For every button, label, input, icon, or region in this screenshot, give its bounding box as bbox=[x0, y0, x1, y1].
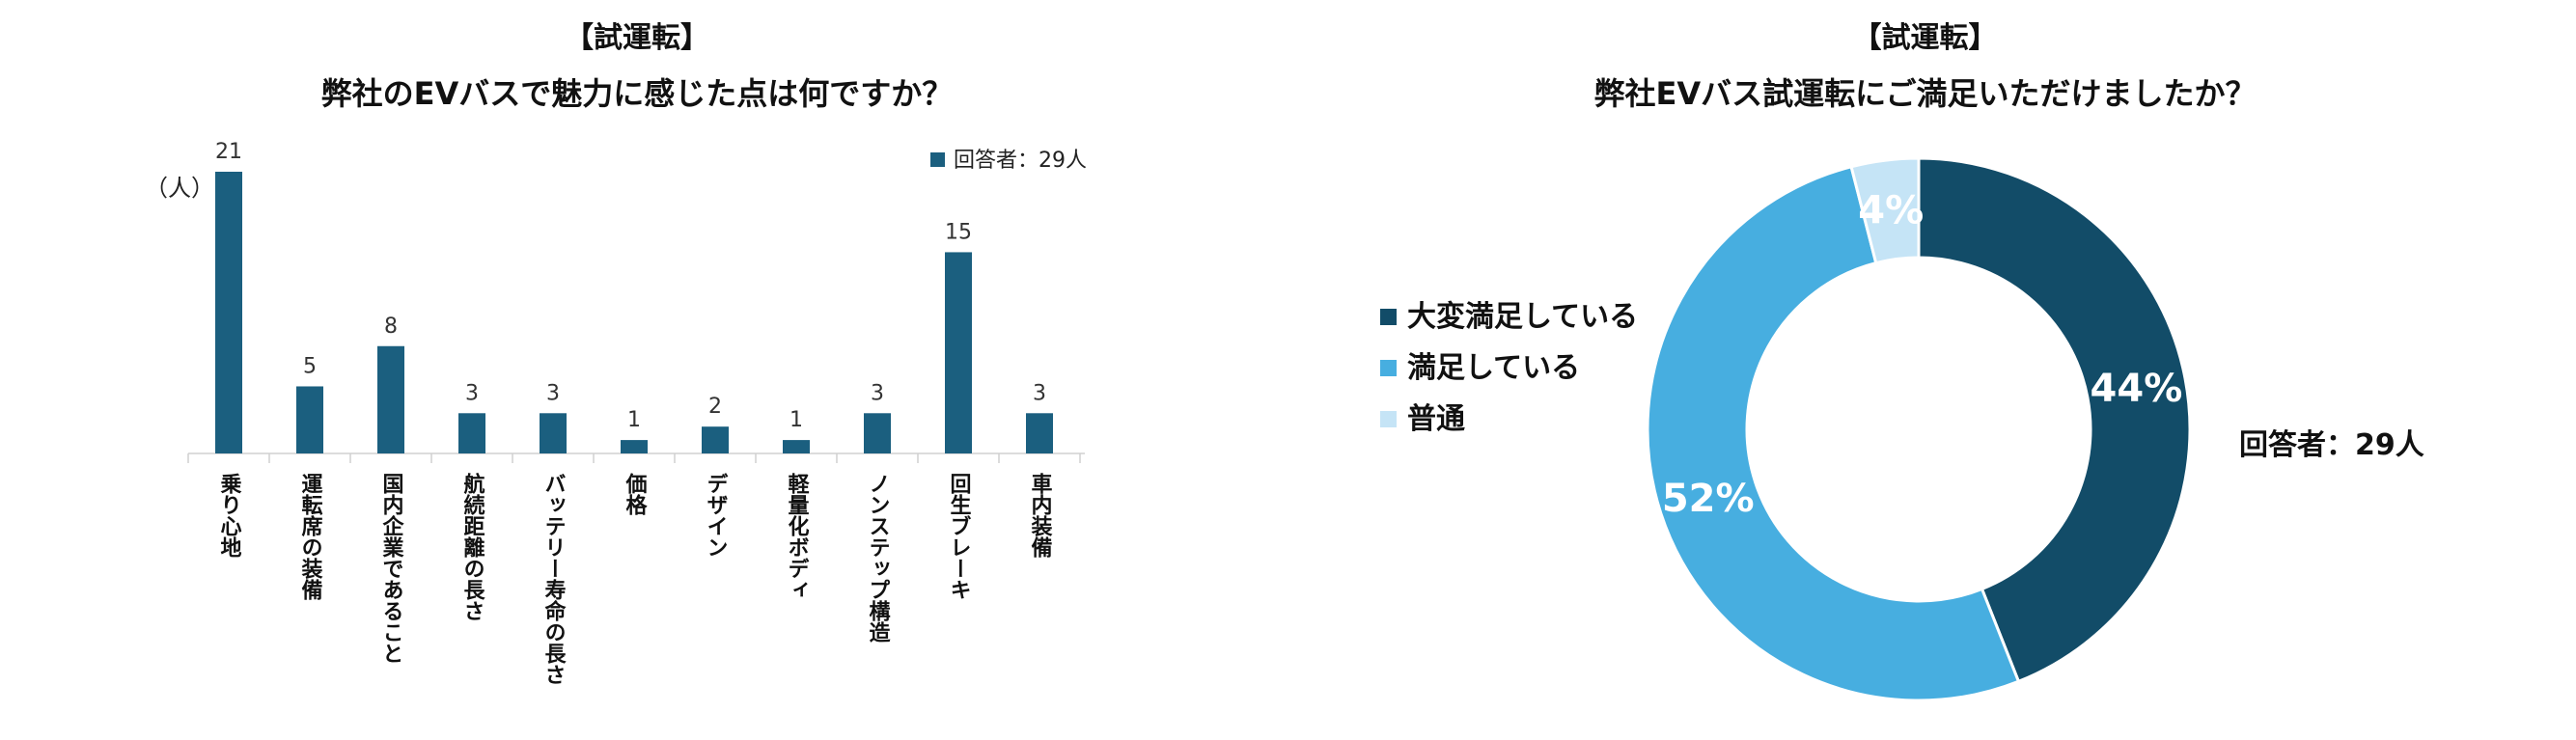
category-label: バッテリー寿命の長さ bbox=[541, 473, 567, 685]
bar-value-label: 3 bbox=[465, 381, 479, 405]
bar-value-label: 3 bbox=[546, 381, 560, 405]
bar-chart-panel: 【試運転】 弊社のEVバスで魅力に感じた点は何ですか？ （人） 回答者：29人 21… bbox=[0, 0, 1274, 740]
donut-slice bbox=[1917, 156, 2192, 684]
bar bbox=[540, 413, 567, 453]
legend-label: 回答者：29人 bbox=[954, 149, 1087, 173]
bar bbox=[702, 426, 729, 453]
category-label: 国内企業であること bbox=[379, 473, 405, 664]
legend-label: 大変満足している bbox=[1407, 300, 1638, 334]
legend-label: 満足している bbox=[1407, 351, 1580, 385]
category-label: 回生ブレーキ bbox=[947, 473, 972, 600]
bar-value-label: 1 bbox=[627, 408, 641, 432]
donut-slice bbox=[1646, 164, 2021, 702]
bar-chart-title: 弊社のEVバスで魅力に感じた点は何ですか？ bbox=[320, 75, 954, 112]
category-label: 乗り心地 bbox=[217, 473, 242, 558]
y-axis-unit-label: （人） bbox=[145, 175, 214, 202]
donut-chart-title: 弊社EVバス試運転にご満足いただけましたか？ bbox=[1593, 75, 2257, 112]
bar-value-label: 2 bbox=[708, 395, 722, 419]
category-label: ノンステップ構造 bbox=[866, 473, 891, 643]
category-label: 軽量化ボディ bbox=[785, 472, 810, 600]
donut-slice bbox=[1849, 156, 1921, 265]
donut-value-label: 44% bbox=[2091, 367, 2183, 411]
donut-chart-title-tag: 【試運転】 bbox=[1852, 21, 1998, 55]
bar-value-label: 3 bbox=[871, 381, 884, 405]
legend-swatch bbox=[930, 152, 945, 167]
category-label: 航続距離の長さ bbox=[460, 472, 485, 621]
bar-value-label: 21 bbox=[215, 140, 242, 164]
legend-swatch bbox=[1380, 309, 1397, 325]
bar bbox=[783, 440, 810, 453]
bar-chart-title-tag: 【試運転】 bbox=[565, 21, 709, 55]
donut-value-label: 52% bbox=[1662, 477, 1755, 521]
bar-value-label: 5 bbox=[303, 354, 317, 378]
category-label: 価格 bbox=[623, 473, 649, 515]
legend-label: 普通 bbox=[1407, 402, 1465, 436]
donut-chart-panel: 【試運転】 弊社EVバス試運転にご満足いただけましたか？ 44% 52% 4% 大変満… bbox=[1274, 0, 2576, 740]
respondents-annotation: 回答者：29人 bbox=[2239, 428, 2424, 462]
donut-value-label: 4% bbox=[1858, 188, 1924, 233]
legend-swatch bbox=[1380, 411, 1397, 427]
bar-value-label: 8 bbox=[384, 315, 398, 339]
bar bbox=[377, 345, 404, 453]
bar-value-label: 3 bbox=[1033, 381, 1046, 405]
category-label: デザイン bbox=[704, 472, 729, 558]
bar bbox=[864, 413, 891, 453]
bar bbox=[458, 413, 485, 453]
category-label: 車内装備 bbox=[1028, 473, 1053, 558]
bar-chart-svg: （人）回答者：29人21乗り心地5運転席の装備8国内企業であること3航続距離の長… bbox=[145, 140, 1087, 685]
category-label: 運転席の装備 bbox=[298, 473, 323, 600]
bar bbox=[621, 440, 648, 453]
bar bbox=[296, 386, 323, 453]
bar bbox=[215, 172, 242, 453]
bar-value-label: 15 bbox=[945, 220, 972, 244]
bar bbox=[945, 252, 972, 453]
bar bbox=[1026, 413, 1053, 453]
legend-swatch bbox=[1380, 360, 1397, 376]
bar-value-label: 1 bbox=[789, 408, 803, 432]
